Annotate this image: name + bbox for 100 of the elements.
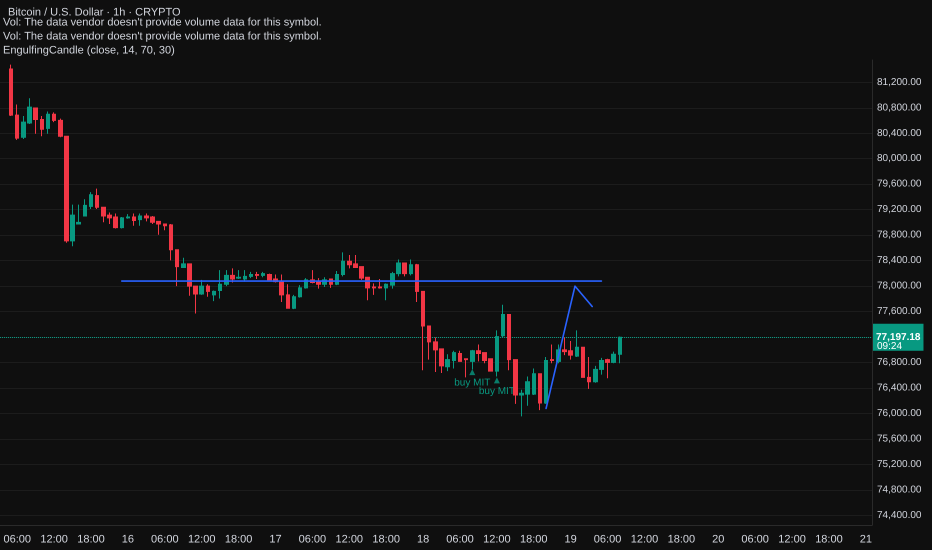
candlestick bbox=[279, 274, 284, 302]
candlestick bbox=[243, 270, 247, 282]
candlestick bbox=[132, 212, 136, 226]
candlestick bbox=[427, 325, 431, 360]
candlestick bbox=[236, 270, 241, 280]
candlestick bbox=[206, 284, 210, 298]
x-tick-label: 06:00 bbox=[594, 534, 622, 546]
candlestick bbox=[507, 314, 511, 371]
candlestick bbox=[378, 278, 382, 290]
candlestick bbox=[372, 282, 376, 296]
x-tick-label: 18:00 bbox=[224, 534, 252, 546]
candlestick bbox=[9, 64, 13, 117]
candlestick bbox=[298, 284, 302, 298]
y-tick-label: 76,800.00 bbox=[877, 357, 922, 368]
candlestick bbox=[261, 271, 265, 278]
candlestick bbox=[605, 358, 610, 379]
candlestick bbox=[33, 107, 38, 134]
candlestick bbox=[120, 216, 124, 229]
y-tick-label: 81,200.00 bbox=[877, 76, 922, 88]
candlestick bbox=[138, 212, 142, 226]
candlestick bbox=[458, 350, 462, 362]
x-tick-label: 18 bbox=[416, 534, 430, 546]
candlestick bbox=[126, 214, 130, 220]
candlestick bbox=[538, 373, 542, 411]
x-tick-label: 21 bbox=[860, 534, 872, 546]
candlestick bbox=[532, 368, 536, 396]
text: EngulfingCandle (close, 14, 70, 30) bbox=[3, 44, 175, 56]
candlestick bbox=[513, 359, 518, 404]
candlestick bbox=[421, 290, 425, 371]
candlestick bbox=[218, 270, 222, 299]
x-tick-label: 12:00 bbox=[630, 534, 658, 546]
y-tick-label: 80,800.00 bbox=[877, 102, 922, 114]
x-tick-label: 18:00 bbox=[815, 534, 843, 546]
candlestick bbox=[544, 356, 548, 404]
candlestick bbox=[95, 188, 99, 210]
candlestick bbox=[40, 115, 44, 137]
candlestick bbox=[199, 279, 204, 296]
x-tick-label: 06:00 bbox=[151, 534, 179, 546]
text: Vol: The data vendor doesn't provide volume data for this symbol. bbox=[3, 30, 322, 42]
x-tick-label: 12:00 bbox=[40, 534, 68, 546]
candlestick bbox=[46, 111, 50, 134]
candlestick bbox=[581, 346, 585, 378]
x-tick-label: 18:00 bbox=[372, 534, 400, 546]
x-tick-label: 18:00 bbox=[668, 534, 696, 546]
text: 09:24 bbox=[877, 340, 902, 352]
candlestick bbox=[445, 354, 450, 372]
y-tick-label: 80,400.00 bbox=[877, 128, 922, 139]
y-tick-label: 76,400.00 bbox=[877, 382, 922, 394]
x-tick-label: 12:00 bbox=[483, 534, 511, 546]
candlestick bbox=[230, 268, 235, 283]
candlestick bbox=[286, 284, 290, 309]
x-tick-label: 19 bbox=[564, 534, 577, 546]
x-tick-label: 12:00 bbox=[336, 534, 364, 546]
candlestick bbox=[212, 290, 216, 302]
candlestick bbox=[181, 257, 186, 268]
y-tick-label: 75,600.00 bbox=[877, 434, 922, 445]
y-tick-label: 79,600.00 bbox=[877, 178, 922, 190]
y-tick-label: 77,600.00 bbox=[877, 306, 922, 318]
y-tick-label: 78,400.00 bbox=[877, 255, 922, 266]
y-tick-label: 74,800.00 bbox=[877, 484, 922, 496]
candlestick bbox=[587, 356, 591, 390]
y-tick-label: 79,200.00 bbox=[877, 204, 922, 216]
candlestick bbox=[52, 112, 56, 123]
y-tick-label: 78,800.00 bbox=[877, 230, 922, 241]
candlestick bbox=[415, 263, 419, 302]
y-tick-label: 78,000.00 bbox=[877, 280, 922, 292]
x-tick-label: 06:00 bbox=[446, 534, 474, 546]
x-tick-label: 06:00 bbox=[298, 534, 326, 546]
candlestick bbox=[452, 350, 456, 369]
x-tick-label: 17 bbox=[269, 534, 282, 546]
y-tick-label: 74,400.00 bbox=[877, 510, 922, 521]
candlestick bbox=[255, 271, 259, 280]
x-tick-label: 06:00 bbox=[3, 534, 31, 546]
x-tick-label: 06:00 bbox=[741, 534, 769, 546]
candlestick bbox=[409, 259, 413, 276]
candlestick bbox=[402, 262, 407, 277]
y-tick-label: 76,000.00 bbox=[877, 408, 922, 420]
candlestick bbox=[163, 224, 167, 231]
chart-title: Bitcoin / U.S. Dollar · 1h · CRYPTO bbox=[8, 6, 182, 18]
candlestick bbox=[89, 192, 93, 210]
candlestick bbox=[550, 344, 554, 364]
candlestick bbox=[464, 358, 468, 378]
candlestick bbox=[15, 104, 19, 140]
y-tick-label: 75,200.00 bbox=[877, 458, 922, 470]
ref-line-label: 77,197.18 bbox=[876, 332, 921, 343]
y-tick-label: 80,000.00 bbox=[877, 153, 922, 164]
x-tick-label: 18:00 bbox=[77, 534, 105, 546]
candlestick bbox=[249, 271, 253, 279]
candlestick bbox=[175, 249, 179, 287]
candlestick bbox=[292, 294, 296, 310]
x-tick-label: 12:00 bbox=[778, 534, 806, 546]
x-tick-label: 16 bbox=[122, 534, 134, 546]
candlestick bbox=[341, 252, 345, 277]
x-tick-label: 18:00 bbox=[520, 534, 548, 546]
candlestick bbox=[169, 224, 173, 261]
x-tick-label: 12:00 bbox=[188, 534, 216, 546]
x-tick-label: 20 bbox=[712, 534, 724, 546]
candlestick bbox=[611, 351, 616, 364]
annotation: buy MIT bbox=[478, 386, 515, 397]
candlestick bbox=[83, 198, 87, 217]
